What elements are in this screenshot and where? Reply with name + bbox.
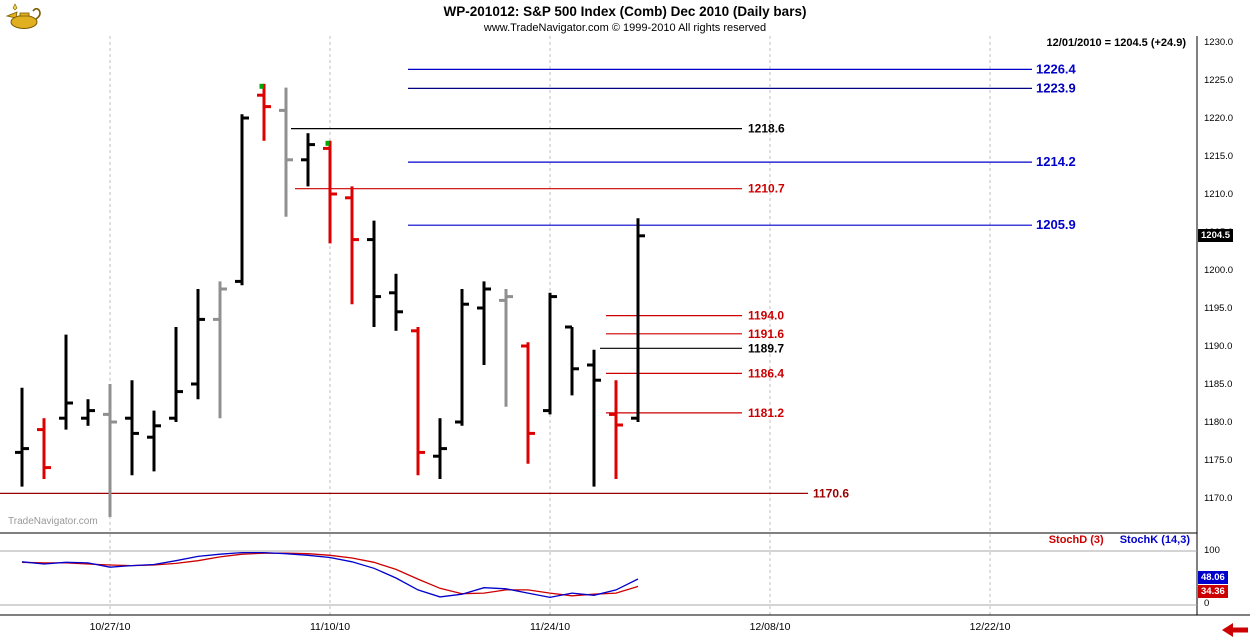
watermark: TradeNavigator.com bbox=[8, 516, 98, 527]
ohlc-bar bbox=[609, 380, 623, 479]
trade-navigator-logo bbox=[5, 2, 43, 37]
ohlc-bar bbox=[367, 220, 381, 327]
signal-marker bbox=[325, 140, 330, 146]
price-line-label: 1170.6 bbox=[813, 486, 849, 500]
ohlc-bar bbox=[103, 384, 117, 517]
copyright-text: www.TradeNavigator.com © 1999-2010 All r… bbox=[483, 22, 767, 34]
gold-lamp-icon bbox=[5, 3, 41, 29]
price-line-1189.7[interactable]: 1189.7 bbox=[600, 341, 784, 355]
ohlc-bar bbox=[213, 281, 227, 419]
ohlc-bar bbox=[301, 133, 315, 187]
stoch-axis-100: 100 bbox=[1204, 545, 1220, 556]
stochk-label: StochK (14,3) bbox=[1119, 534, 1190, 546]
ohlc-bar bbox=[59, 334, 73, 430]
ohlc-bar bbox=[587, 349, 601, 487]
ohlc-bar bbox=[15, 387, 29, 487]
ohlc-bar bbox=[81, 399, 95, 426]
chart-title: WP-201012: S&P 500 Index (Comb) Dec 2010… bbox=[443, 4, 807, 19]
ohlc-bar bbox=[235, 114, 249, 286]
ohlc-bar bbox=[389, 273, 403, 331]
price-line-label: 1189.7 bbox=[748, 341, 784, 355]
ohlc-bar bbox=[37, 418, 51, 479]
price-line-1191.6[interactable]: 1191.6 bbox=[606, 327, 784, 341]
price-line-1223.9[interactable]: 1223.9 bbox=[408, 80, 1076, 95]
ohlc-bar bbox=[433, 418, 447, 479]
ohlc-bar bbox=[499, 289, 513, 407]
last-quote-readout: 12/01/2010 = 1204.5 (+24.9) bbox=[1046, 37, 1186, 49]
ohlc-bar bbox=[455, 289, 469, 426]
price-line-label: 1226.4 bbox=[1036, 61, 1077, 76]
ohlc-bar bbox=[631, 218, 645, 422]
price-line-label: 1214.2 bbox=[1036, 154, 1076, 169]
price-line-1194.0[interactable]: 1194.0 bbox=[606, 309, 784, 323]
ohlc-bar bbox=[125, 380, 139, 476]
ohlc-bar bbox=[565, 325, 579, 396]
scroll-left-arrow[interactable] bbox=[1222, 622, 1248, 643]
stochk-line bbox=[21, 551, 639, 599]
stochd-badge: 34.36 bbox=[1198, 585, 1228, 598]
price-line-1226.4[interactable]: 1226.4 bbox=[408, 61, 1077, 76]
price-line-label: 1191.6 bbox=[748, 327, 784, 341]
stochk-badge: 48.06 bbox=[1198, 571, 1228, 584]
ohlc-bar bbox=[411, 327, 425, 476]
price-line-label: 1205.9 bbox=[1036, 217, 1076, 232]
price-line-label: 1218.6 bbox=[748, 122, 785, 136]
price-line-label: 1186.4 bbox=[748, 366, 784, 380]
stoch-axis-0: 0 bbox=[1204, 598, 1210, 609]
price-line-label: 1210.7 bbox=[748, 182, 785, 196]
ohlc-bar bbox=[169, 327, 183, 422]
price-line-1218.6[interactable]: 1218.6 bbox=[291, 122, 785, 136]
signal-marker bbox=[259, 83, 264, 89]
price-line-1181.2[interactable]: 1181.2 bbox=[606, 406, 784, 420]
price-line-label: 1181.2 bbox=[748, 406, 784, 420]
left-arrow-icon bbox=[1222, 623, 1248, 637]
price-line-1205.9[interactable]: 1205.9 bbox=[408, 217, 1076, 232]
price-line-label: 1223.9 bbox=[1036, 80, 1076, 95]
stochd-label: StochD (3) bbox=[1048, 534, 1104, 546]
last-price-badge: 1204.5 bbox=[1198, 229, 1234, 242]
ohlc-bar bbox=[279, 87, 293, 217]
ohlc-bar bbox=[323, 140, 337, 244]
ohlc-bar bbox=[543, 292, 557, 415]
ohlc-bar bbox=[147, 410, 161, 472]
stoch-legend: StochD (3) StochK (14,3) bbox=[1049, 534, 1190, 546]
ohlc-bar bbox=[345, 186, 359, 305]
price-line-1210.7[interactable]: 1210.7 bbox=[295, 182, 785, 196]
price-line-1170.6[interactable]: 1170.6 bbox=[0, 486, 849, 500]
stochd-line bbox=[21, 552, 639, 597]
price-line-label: 1194.0 bbox=[748, 309, 784, 323]
price-line-1186.4[interactable]: 1186.4 bbox=[606, 366, 784, 380]
ohlc-bar bbox=[191, 289, 205, 400]
ohlc-bar bbox=[477, 281, 491, 365]
ohlc-bar bbox=[521, 342, 535, 464]
price-line-1214.2[interactable]: 1214.2 bbox=[408, 154, 1076, 169]
ohlc-bar bbox=[257, 83, 271, 141]
